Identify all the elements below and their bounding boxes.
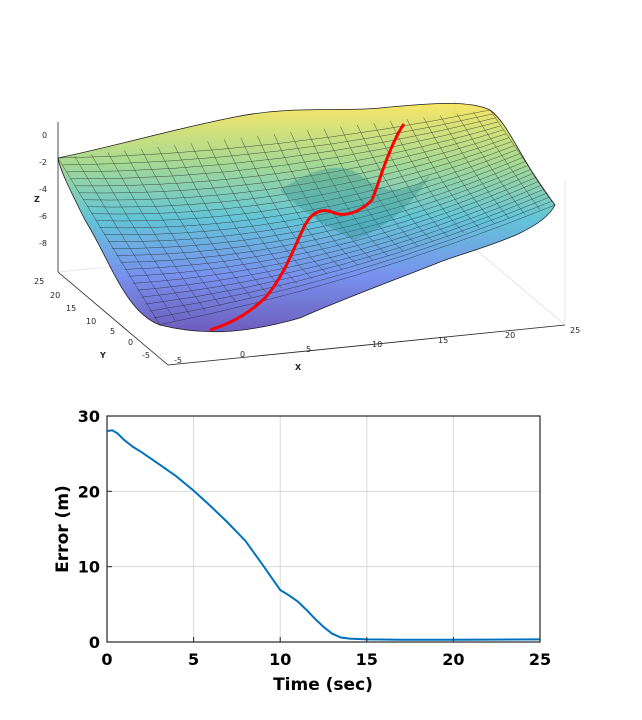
mesh-line <box>390 120 465 233</box>
ticks-2d <box>106 415 541 643</box>
y-tick-label: 15 <box>66 304 76 313</box>
y-ticks: 25 20 15 10 5 0 -5 <box>34 277 150 360</box>
y-tick-label: 20 <box>78 482 100 501</box>
grid-2d <box>107 416 540 642</box>
y-tick-label: 0 <box>89 633 100 652</box>
trajectory-path <box>209 123 406 332</box>
mesh-line <box>70 121 499 180</box>
x-tick-label: -5 <box>174 356 182 365</box>
x-tick-label: 5 <box>188 650 199 669</box>
y-tick-label: 30 <box>78 407 100 426</box>
y-tick-label: 10 <box>78 558 100 577</box>
mesh-line <box>91 154 191 316</box>
mesh-line <box>489 109 556 206</box>
x-axis-title: Time (sec) <box>273 675 373 695</box>
mesh-line <box>95 145 515 222</box>
y-axis-title: Error (m) <box>53 485 73 573</box>
mesh-line <box>132 181 539 284</box>
x-tick-label: 15 <box>438 336 448 345</box>
surface-well <box>280 167 430 240</box>
mesh-line <box>91 141 512 215</box>
z-axis-label: Z <box>34 195 40 204</box>
error-line <box>106 429 541 641</box>
mesh-line <box>174 144 267 293</box>
mesh-line <box>456 113 525 215</box>
tick-labels-2d: 0 5 10 15 20 25 0 10 20 30 <box>78 407 551 669</box>
mesh-line <box>141 188 545 298</box>
z-tick-label: 0 <box>42 131 47 140</box>
y-tick-label: 10 <box>86 317 96 326</box>
mesh-line <box>74 156 176 321</box>
y-tick-label: 20 <box>50 291 60 300</box>
z-tick-label: -8 <box>39 239 47 248</box>
x-tick-label: 20 <box>505 331 515 340</box>
y-tick-label: 25 <box>34 277 44 286</box>
mesh-line <box>340 126 419 247</box>
z-tick-label: -2 <box>39 158 47 167</box>
surface-plot: 0 -2 -4 -6 -8 Z 25 20 15 10 5 0 -5 Y -5 … <box>34 100 580 372</box>
mesh-line <box>107 152 206 312</box>
mesh-line <box>107 157 523 242</box>
x-ticks: -5 0 5 10 15 20 25 <box>174 326 580 365</box>
y-tick-label: 0 <box>128 338 133 347</box>
mesh-line <box>439 115 510 220</box>
y-tick-label: 5 <box>110 327 115 336</box>
mesh-line <box>145 192 547 305</box>
mesh-line <box>373 122 449 238</box>
mesh-line <box>128 177 537 277</box>
mesh-line <box>323 128 404 252</box>
mesh-line <box>257 135 343 270</box>
y-tick-label: -5 <box>142 351 150 360</box>
axes-3d <box>57 122 566 366</box>
x-tick-label: 0 <box>240 350 245 359</box>
mesh-line <box>87 137 510 208</box>
mesh-line <box>153 200 553 319</box>
plot-frame <box>106 415 541 643</box>
mesh-line <box>473 111 541 210</box>
mesh-line <box>423 117 495 224</box>
error-plot: 0 5 10 15 20 25 0 10 20 30 Time (sec) Error (m) <box>53 407 551 695</box>
z-ticks: 0 -2 -4 -6 -8 <box>39 131 47 248</box>
mesh-line <box>124 173 534 270</box>
mesh-line <box>207 141 297 284</box>
x-tick-label: 25 <box>529 650 551 669</box>
mesh-line <box>74 125 501 187</box>
mesh-line <box>356 124 434 243</box>
mesh-line <box>66 117 496 173</box>
mesh-line <box>124 150 221 307</box>
mesh-line <box>57 109 491 159</box>
x-tick-label: 15 <box>356 650 378 669</box>
mesh-line <box>223 139 313 280</box>
mesh-line <box>406 119 480 229</box>
mesh-line <box>149 196 550 312</box>
mesh-line <box>99 149 518 229</box>
mesh-line <box>120 169 531 263</box>
z-tick-label: -6 <box>39 212 47 221</box>
mesh-line <box>116 165 529 256</box>
mesh-line <box>157 146 252 298</box>
x-tick-label: 20 <box>442 650 464 669</box>
mesh-line <box>82 133 507 201</box>
surface-grid-lines <box>57 109 556 326</box>
mesh-line <box>112 161 526 249</box>
mesh-line <box>137 184 542 291</box>
x-tick-label: 25 <box>570 326 580 335</box>
x-tick-label: 0 <box>101 650 112 669</box>
mesh-line <box>78 129 504 194</box>
x-tick-label: 10 <box>372 340 382 349</box>
x-axis-label: X <box>295 363 302 372</box>
x-tick-label: 10 <box>269 650 291 669</box>
mesh-line <box>307 130 389 256</box>
mesh-line <box>157 204 556 326</box>
mesh-line <box>62 113 493 166</box>
y-axis-label: Y <box>99 351 106 360</box>
mesh-line <box>240 137 328 275</box>
mesh-line <box>57 157 161 326</box>
z-tick-label: -4 <box>39 185 47 194</box>
mesh-line <box>140 148 237 303</box>
x-tick-label: 5 <box>306 345 311 354</box>
mesh-line <box>190 143 282 289</box>
